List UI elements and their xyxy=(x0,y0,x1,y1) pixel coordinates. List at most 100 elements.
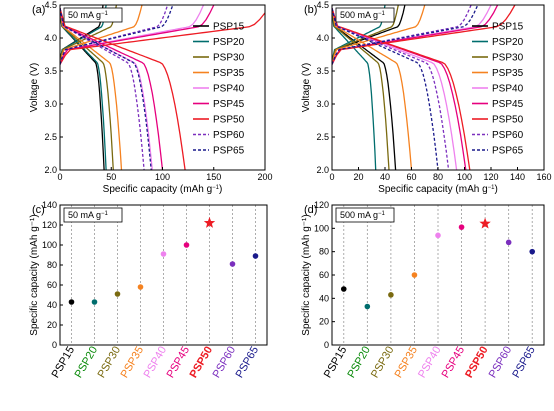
x-tick-label: 80 xyxy=(433,172,443,182)
x-tick-label: 20 xyxy=(353,172,363,182)
legend-label-PSP40: PSP40 xyxy=(213,84,245,95)
legend-label-PSP45: PSP45 xyxy=(492,99,524,110)
y-tick-label: 4.5 xyxy=(44,0,57,10)
legend-label-PSP65: PSP65 xyxy=(492,146,524,157)
panel-a: 0 50 100 150 200 2.0 2.5 3.0 3.5 4.0 4.5 Specific c… xyxy=(29,0,273,195)
condition-label: 500 mA g−1 xyxy=(340,210,386,220)
y-axis-label: Specific capacity (mAh g⁻¹) xyxy=(301,214,312,335)
y-tick-label: 3.0 xyxy=(316,99,329,109)
legend-label-PSP30: PSP30 xyxy=(213,53,245,64)
panel-label: (d) xyxy=(304,204,317,216)
x-tick-label: 100 xyxy=(155,172,170,182)
discharge-curve-PSP35 xyxy=(332,8,413,170)
legend-label-PSP20: PSP20 xyxy=(213,37,245,48)
panel-b-curves xyxy=(332,5,516,170)
y-tick-label: 3.0 xyxy=(44,99,57,109)
y-tick-label: 80 xyxy=(319,247,329,257)
x-tick-label: 120 xyxy=(483,172,498,182)
y-tick-label: 60 xyxy=(319,270,329,280)
legend-label-PSP60: PSP60 xyxy=(492,130,524,141)
x-tick-label: 60 xyxy=(406,172,416,182)
legend-label-PSP50: PSP50 xyxy=(492,115,524,126)
y-tick-label: 4.5 xyxy=(316,0,329,10)
x-tick-label: 50 xyxy=(106,172,116,182)
x-tick-label-PSP65: PSP65 xyxy=(510,345,538,381)
y-tick-label: 80 xyxy=(47,260,57,270)
charge-curve-PSP50 xyxy=(60,11,265,65)
x-tick-label-PSP65: PSP65 xyxy=(234,345,262,381)
y-tick-label: 2.5 xyxy=(44,132,57,142)
condition-box xyxy=(63,7,123,23)
discharge-curve-PSP60 xyxy=(332,8,450,170)
legend-label-PSP20: PSP20 xyxy=(492,37,524,48)
x-axis-label: Specific capacity (mAh g−1) xyxy=(378,184,498,195)
data-point-PSP30 xyxy=(114,291,121,297)
x-tick-label: 0 xyxy=(57,172,62,182)
y-tick-label: 40 xyxy=(319,293,329,303)
charge-curve-PSP50 xyxy=(332,5,516,65)
panel-a-curves xyxy=(60,5,265,170)
panel-label: (a) xyxy=(32,4,45,16)
x-tick-label: 0 xyxy=(329,172,334,182)
y-tick-label: 120 xyxy=(42,220,57,230)
legend-label-PSP65: PSP65 xyxy=(213,146,245,157)
x-axis-label: Specific capacity (mAh g−1) xyxy=(103,184,223,195)
x-tick-label: 100 xyxy=(457,172,472,182)
legend-label-PSP15: PSP15 xyxy=(213,22,245,33)
charge-curve-PSP65 xyxy=(60,5,174,65)
legend-label-PSP35: PSP35 xyxy=(213,68,245,79)
legend-label-PSP15: PSP15 xyxy=(492,22,524,33)
condition-label: 50 mA g−1 xyxy=(68,10,109,20)
charge-curve-PSP35 xyxy=(60,5,143,65)
data-point-PSP20 xyxy=(364,303,371,310)
condition-label: 500 mA g−1 xyxy=(340,10,386,20)
data-point-PSP65 xyxy=(252,253,259,259)
data-point-PSP40 xyxy=(160,251,167,257)
discharge-curve-PSP50 xyxy=(60,8,186,170)
data-point-PSP35 xyxy=(411,272,418,278)
legend-label-PSP45: PSP45 xyxy=(213,99,245,110)
legend-label-PSP35: PSP35 xyxy=(492,68,524,79)
data-point-PSP15 xyxy=(340,286,347,292)
panel-c-frame xyxy=(59,204,268,346)
y-tick-label: 0 xyxy=(52,340,57,350)
y-tick-label: 120 xyxy=(314,200,329,210)
y-tick-label: 2.5 xyxy=(316,132,329,142)
panel-d: 020406080100120PSP15PSP20PSP30PSP35PSP40… xyxy=(301,200,538,380)
charge-curve-PSP35 xyxy=(332,5,426,65)
panel-label: (c) xyxy=(32,204,45,216)
y-tick-label: 100 xyxy=(42,240,57,250)
y-tick-label: 2.0 xyxy=(44,165,57,175)
data-point-PSP60 xyxy=(229,261,236,267)
y-tick-label: 2.0 xyxy=(316,165,329,175)
discharge-curve-PSP50 xyxy=(332,8,471,170)
charge-curve-PSP45 xyxy=(60,5,215,65)
panel-b-frame xyxy=(331,4,545,171)
data-point-PSP65 xyxy=(529,248,536,255)
legend-label-PSP60: PSP60 xyxy=(213,130,245,141)
panel-b: 0 20 40 60 80 100 120 140 160 2.0 2.5 3.0 3.5 4.0 4.5 S… xyxy=(301,0,552,195)
y-tick-label: 40 xyxy=(47,300,57,310)
panel-label: (b) xyxy=(304,4,317,16)
x-tick-label: 140 xyxy=(510,172,525,182)
panel-a-frame xyxy=(59,4,266,171)
charge-curve-PSP65 xyxy=(332,5,479,65)
data-point-PSP50 xyxy=(203,217,216,228)
discharge-curve-PSP65 xyxy=(332,8,439,170)
panel-c: 020406080100120140PSP15PSP20PSP30PSP35PS… xyxy=(29,200,261,380)
data-point-PSP20 xyxy=(91,299,98,305)
panel-d-frame xyxy=(331,204,545,346)
y-axis-label: Voltage (V) xyxy=(301,63,312,112)
x-tick-label: 40 xyxy=(380,172,390,182)
discharge-curve-PSP15 xyxy=(332,8,397,170)
y-tick-label: 4.0 xyxy=(316,33,329,43)
y-tick-label: 3.5 xyxy=(316,66,329,76)
y-tick-label: 0 xyxy=(324,340,329,350)
y-tick-label: 60 xyxy=(47,280,57,290)
discharge-curve-PSP30 xyxy=(332,8,390,170)
y-tick-label: 20 xyxy=(319,317,329,327)
y-tick-label: 140 xyxy=(42,200,57,210)
condition-label: 50 mA g−1 xyxy=(68,210,109,220)
discharge-curve-PSP45 xyxy=(60,8,164,170)
